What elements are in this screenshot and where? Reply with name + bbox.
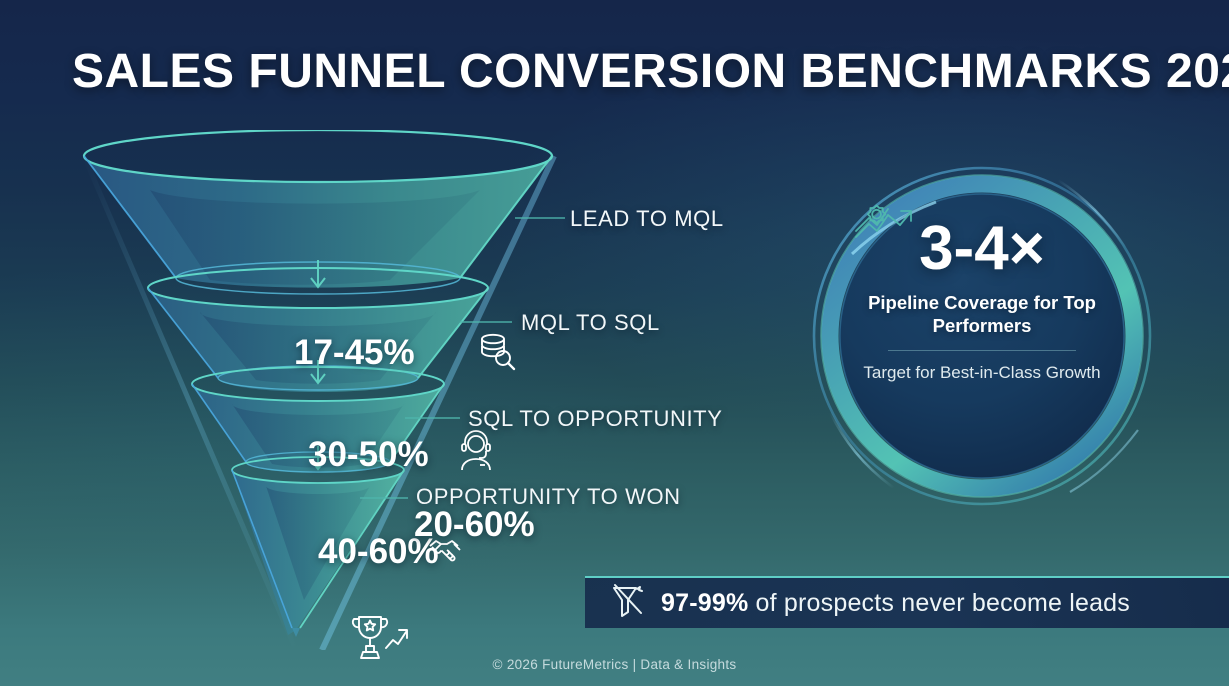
pipeline-coverage-badge: 3-4× Pipeline Coverage for Top Performer… bbox=[808, 162, 1156, 510]
funnel-stage-2-label: MQL TO SQL bbox=[521, 310, 660, 335]
funnel-stage-1-value: 17-45% bbox=[294, 333, 415, 372]
funnel-stage-3-value: 40-60% bbox=[318, 532, 439, 571]
funnel-stage-2 bbox=[147, 267, 489, 392]
banner-highlight: 97-99% bbox=[661, 588, 749, 617]
funnel-stage-4-label: OPPORTUNITY TO WON bbox=[416, 484, 681, 509]
banner-rest: of prospects never become leads bbox=[748, 588, 1130, 617]
funnel-arrow-1 bbox=[310, 260, 326, 289]
badge-value: 3-4× bbox=[919, 214, 1045, 283]
funnel-stage-3-label: SQL TO OPPORTUNITY bbox=[468, 406, 723, 431]
badge-divider bbox=[888, 350, 1076, 352]
stat-banner: 97-99% of prospects never become leads bbox=[585, 576, 1229, 628]
badge-subtitle: Pipeline Coverage for Top Performers bbox=[868, 292, 1096, 336]
funnel-stage-4 bbox=[231, 456, 405, 637]
page-title: SALES FUNNEL CONVERSION BENCHMARKS 2026 bbox=[72, 45, 1229, 98]
funnel-arrow-3 bbox=[310, 446, 326, 471]
leader-lines bbox=[360, 217, 565, 499]
funnel-stage-1-label: LEAD TO MQL bbox=[570, 206, 724, 231]
funnel-stage-4-value: 20-60% bbox=[414, 505, 535, 544]
funnel-arrow-2 bbox=[310, 360, 326, 385]
banner-text: 97-99% of prospects never become leads bbox=[661, 589, 1130, 618]
footer-text: © 2026 FutureMetrics | Data & Insights bbox=[492, 657, 737, 672]
funnel-stage-2-value: 30-50% bbox=[308, 435, 429, 474]
badge-caption: Target for Best-in-Class Growth bbox=[863, 363, 1101, 383]
funnel-graphic: 17-45% 30-50% 40-60% bbox=[60, 130, 580, 659]
funnel-slash-icon bbox=[611, 583, 645, 624]
funnel-stage-1 bbox=[82, 130, 554, 295]
